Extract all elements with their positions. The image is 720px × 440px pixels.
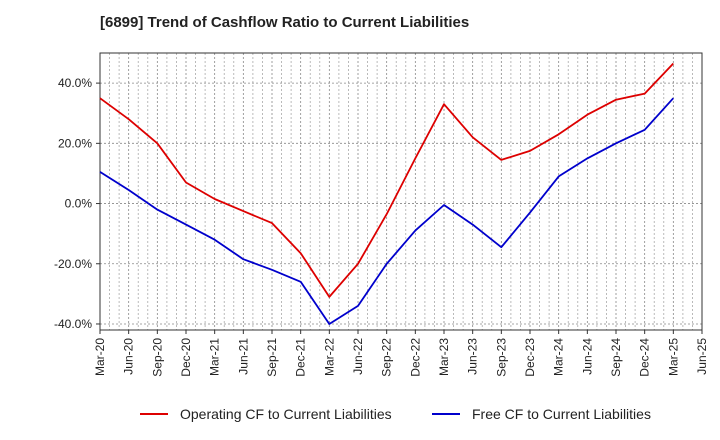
- plot-area: [100, 53, 702, 330]
- x-tick-label: Dec-24: [638, 338, 652, 377]
- x-tick-label: Jun-23: [466, 338, 480, 375]
- x-tick-label: Jun-24: [580, 338, 594, 375]
- y-tick-label: 0.0%: [65, 197, 93, 211]
- x-tick-label: Dec-21: [294, 338, 308, 377]
- x-tick-label: Sep-20: [150, 338, 164, 377]
- x-tick-label: Dec-22: [408, 338, 422, 377]
- x-tick-label: Sep-21: [265, 338, 279, 377]
- x-tick-label: Sep-23: [494, 338, 508, 377]
- y-tick-label: 20.0%: [58, 136, 92, 150]
- x-tick-label: Mar-25: [666, 338, 680, 376]
- chart-title: [6899] Trend of Cashflow Ratio to Curren…: [100, 14, 470, 31]
- legend-label-2: Free CF to Current Liabilities: [472, 406, 651, 422]
- plot-frame: [99, 52, 703, 331]
- x-tick-label: Jun-20: [122, 338, 136, 375]
- x-tick-label: Sep-24: [609, 338, 623, 377]
- series-line-2: [99, 97, 674, 325]
- x-tick-label: Mar-21: [208, 338, 222, 376]
- x-tick-label: Dec-23: [523, 338, 537, 377]
- x-tick-label: Dec-20: [179, 338, 193, 377]
- x-tick-label: Sep-22: [380, 338, 394, 377]
- series-line-1: [99, 62, 674, 298]
- x-tick-label: Jun-22: [351, 338, 365, 375]
- y-tick-label: 40.0%: [58, 76, 92, 90]
- x-tick-label: Mar-22: [322, 338, 336, 376]
- x-tick-label: Jun-21: [236, 338, 250, 375]
- x-tick-label: Mar-24: [552, 338, 566, 376]
- x-tick-label: Jun-25: [695, 338, 709, 375]
- x-tick-label: Mar-23: [437, 338, 451, 376]
- y-tick-label: -20.0%: [54, 257, 92, 271]
- y-tick-label: -40.0%: [54, 317, 92, 331]
- legend-label-1: Operating CF to Current Liabilities: [180, 406, 392, 422]
- x-tick-label: Mar-20: [93, 338, 107, 376]
